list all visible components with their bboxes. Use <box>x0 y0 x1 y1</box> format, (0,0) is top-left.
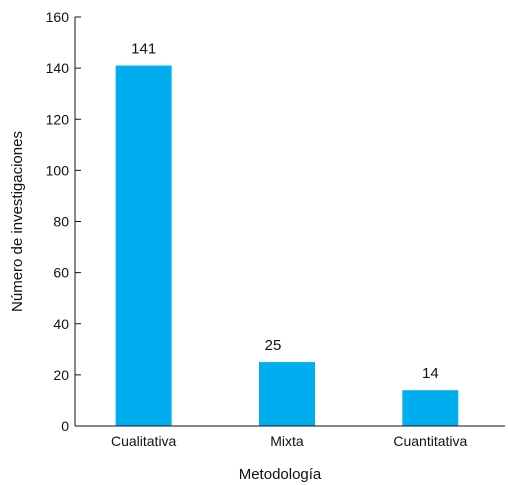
y-tick-label: 120 <box>46 111 70 127</box>
bar <box>259 362 315 426</box>
plot-area: 0 20 40 60 80 100 120 140 160 Cualitativa 141 Mixta… <box>46 9 468 449</box>
y-tick-label: 40 <box>53 316 69 332</box>
y-tick-label: 140 <box>46 60 70 76</box>
y-tick-label: 100 <box>46 162 70 178</box>
y-tick-label: 80 <box>53 214 69 230</box>
y-tick-label: 20 <box>53 367 69 383</box>
bar <box>115 65 172 426</box>
x-tick-label: Cualitativa <box>111 433 177 449</box>
data-label: 25 <box>265 337 282 354</box>
x-tick-label: Mixta <box>270 433 304 449</box>
x-axis-title: Metodología <box>239 466 322 483</box>
bar <box>402 390 459 426</box>
data-label: 141 <box>131 41 156 58</box>
x-tick-label: Cuantitativa <box>393 433 467 449</box>
y-tick-label: 160 <box>46 9 70 25</box>
y-tick-label: 60 <box>53 265 69 281</box>
y-axis-title: Número de investigaciones <box>9 131 26 312</box>
y-tick-label: 0 <box>61 418 69 434</box>
data-label: 14 <box>422 365 439 382</box>
